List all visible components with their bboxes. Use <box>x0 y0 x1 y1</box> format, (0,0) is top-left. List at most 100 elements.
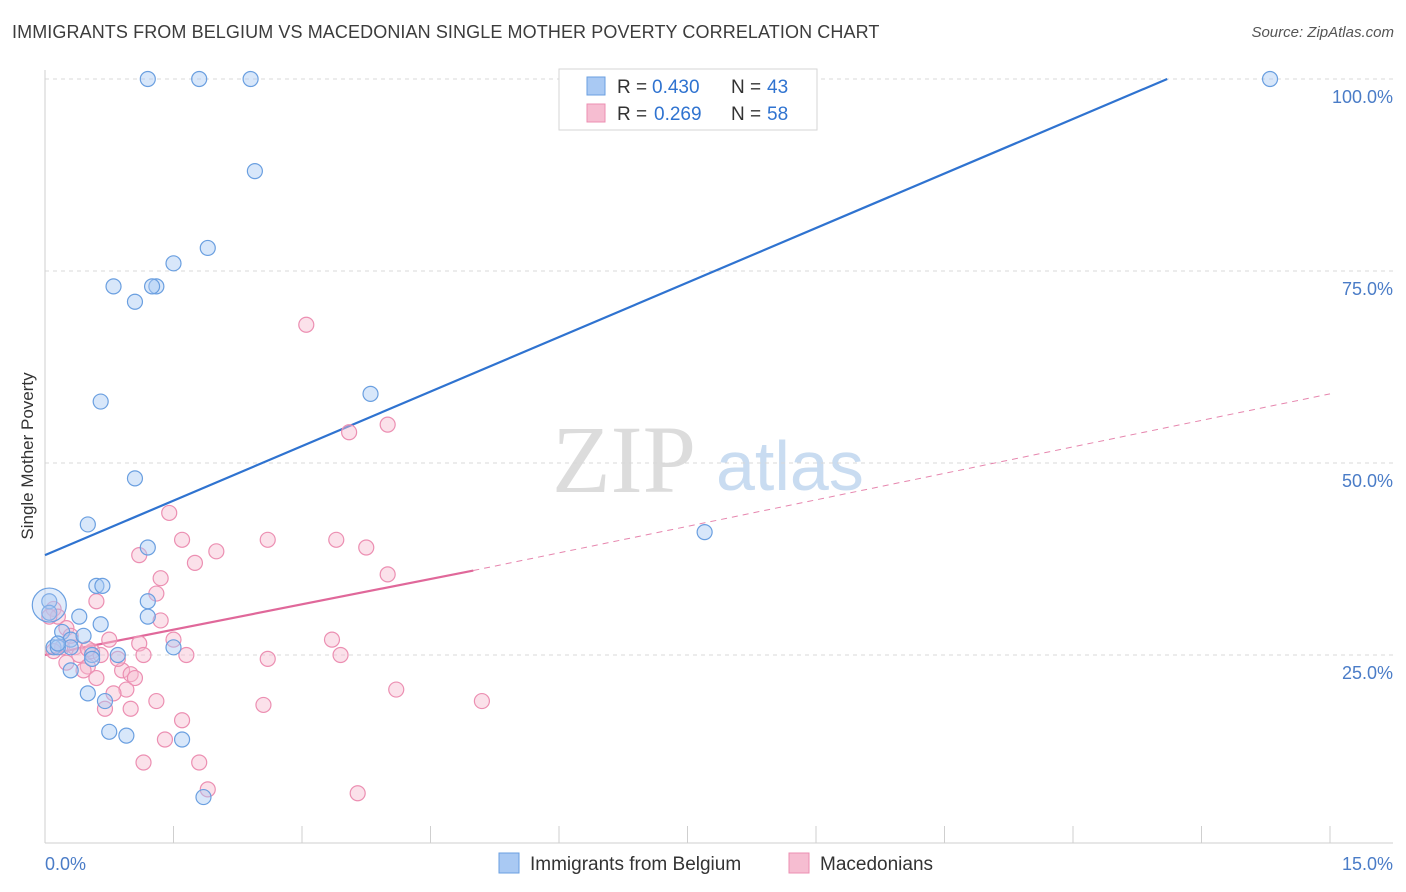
belgium-point <box>84 646 101 664</box>
belgium-point <box>79 685 96 702</box>
macedonians-point <box>332 646 349 664</box>
stats-legend: R = 0.430 N = 43 R = 0.269 N = 58 <box>558 68 818 131</box>
belgium-point <box>696 524 713 541</box>
macedonians-point <box>173 531 191 548</box>
belgium-point <box>148 278 165 295</box>
macedonians-point <box>109 650 126 667</box>
watermark: ZIP atlas <box>552 406 864 513</box>
series-legend-label-blue: Immigrants from Belgium <box>530 854 741 875</box>
macedonians-point <box>298 316 315 333</box>
belgium-point <box>62 662 79 679</box>
macedonians-point <box>473 692 490 710</box>
stats-legend-r-label-pink: R = <box>617 104 647 125</box>
macedonians-point <box>358 539 375 556</box>
stats-legend-n-label-pink: N = <box>731 104 761 125</box>
belgium-point <box>49 639 66 656</box>
macedonians-point <box>75 662 92 679</box>
belgium-point <box>242 70 259 88</box>
macedonians-point <box>379 566 396 583</box>
belgium-point <box>41 604 58 621</box>
trend-lines <box>44 77 1331 657</box>
stats-legend-swatch-blue <box>586 76 606 96</box>
macedonians-point <box>328 531 345 548</box>
belgium-point <box>191 70 208 88</box>
belgium-point <box>246 163 263 180</box>
belgium-point <box>109 646 126 664</box>
belgium-point <box>126 293 144 310</box>
series-legend-swatch-pink <box>788 852 810 874</box>
belgium-trend-line <box>44 77 1168 557</box>
stats-legend-n-value-pink: 58 <box>767 104 788 125</box>
belgium-point <box>1261 70 1279 88</box>
belgium-point <box>139 593 156 610</box>
macedonians-point <box>101 631 118 648</box>
macedonians-trend-extension <box>473 393 1331 572</box>
belgium-point <box>88 577 105 594</box>
belgium-point <box>92 393 109 410</box>
stats-legend-n-value-blue: 43 <box>767 77 788 98</box>
macedonians-point <box>178 646 195 664</box>
belgium-point <box>92 616 109 633</box>
belgium-point <box>165 255 182 272</box>
macedonians-point <box>173 712 191 729</box>
macedonians-point <box>379 416 396 433</box>
chart-title: IMMIGRANTS FROM BELGIUM VS MACEDONIAN SI… <box>12 22 880 42</box>
macedonians-point <box>323 631 341 648</box>
macedonians-point <box>208 543 225 560</box>
macedonians-point <box>148 692 165 710</box>
macedonians-point <box>259 650 276 667</box>
macedonians-point <box>88 593 105 610</box>
macedonians-point <box>259 531 276 548</box>
macedonians-point <box>349 785 366 802</box>
macedonians-point <box>88 669 105 687</box>
y-tick-label: 25.0% <box>1342 663 1393 683</box>
axes <box>44 70 1393 844</box>
belgium-point <box>71 608 88 625</box>
belgium-point <box>105 278 122 295</box>
belgium-point <box>139 608 156 625</box>
macedonians-point <box>255 696 272 714</box>
belgium-point <box>143 278 161 295</box>
stats-legend-r-value-pink: 0.269 <box>654 104 702 125</box>
macedonians-point <box>122 700 139 717</box>
x-ticks <box>44 826 1331 843</box>
macedonians-point <box>49 608 66 625</box>
macedonians-points <box>41 316 490 802</box>
macedonians-point <box>135 646 152 664</box>
belgium-point <box>165 639 182 656</box>
macedonians-point <box>126 669 144 687</box>
x-tick-labels: 0.0% 15.0% <box>45 854 1393 874</box>
belgium-point <box>41 593 58 610</box>
belgium-point <box>96 692 114 710</box>
belgium-point-cluster <box>31 587 67 623</box>
macedonians-point <box>186 554 204 571</box>
belgium-point <box>126 470 144 487</box>
macedonians-point <box>341 424 358 441</box>
belgium-point <box>101 723 118 740</box>
macedonians-point <box>156 731 174 748</box>
y-tick-labels: 25.0% 50.0% 75.0% 100.0% <box>1332 87 1393 683</box>
belgium-point <box>94 577 111 594</box>
macedonians-point <box>388 681 405 698</box>
macedonians-point <box>92 646 109 664</box>
belgium-point <box>173 731 191 748</box>
belgium-point <box>195 788 212 806</box>
y-tick-label: 100.0% <box>1332 87 1393 107</box>
belgium-point <box>79 516 96 533</box>
y-tick-label: 50.0% <box>1342 471 1393 491</box>
macedonians-point <box>161 504 178 522</box>
belgium-point <box>84 650 101 667</box>
belgium-point <box>139 539 156 556</box>
series-legend-swatch-blue <box>498 852 520 874</box>
belgium-point <box>75 627 92 644</box>
x-tick-label-max: 15.0% <box>1342 854 1393 874</box>
y-tick-label: 75.0% <box>1342 279 1393 299</box>
macedonians-point <box>191 754 208 771</box>
belgium-points <box>31 70 1279 806</box>
macedonians-point <box>58 654 75 671</box>
stats-legend-swatch-pink <box>586 103 606 123</box>
x-tick-label-min: 0.0% <box>45 854 86 874</box>
gridlines <box>45 78 1393 656</box>
macedonians-point <box>152 570 169 587</box>
